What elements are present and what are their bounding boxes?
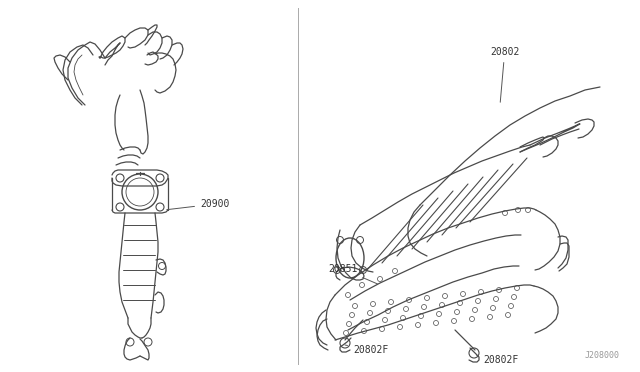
Text: J208000: J208000 — [585, 351, 620, 360]
Text: 20802: 20802 — [490, 47, 520, 102]
Text: 20851: 20851 — [328, 264, 378, 284]
Text: 20802F: 20802F — [345, 345, 388, 355]
Text: 20802F: 20802F — [477, 355, 518, 365]
Text: 20900: 20900 — [167, 199, 229, 210]
